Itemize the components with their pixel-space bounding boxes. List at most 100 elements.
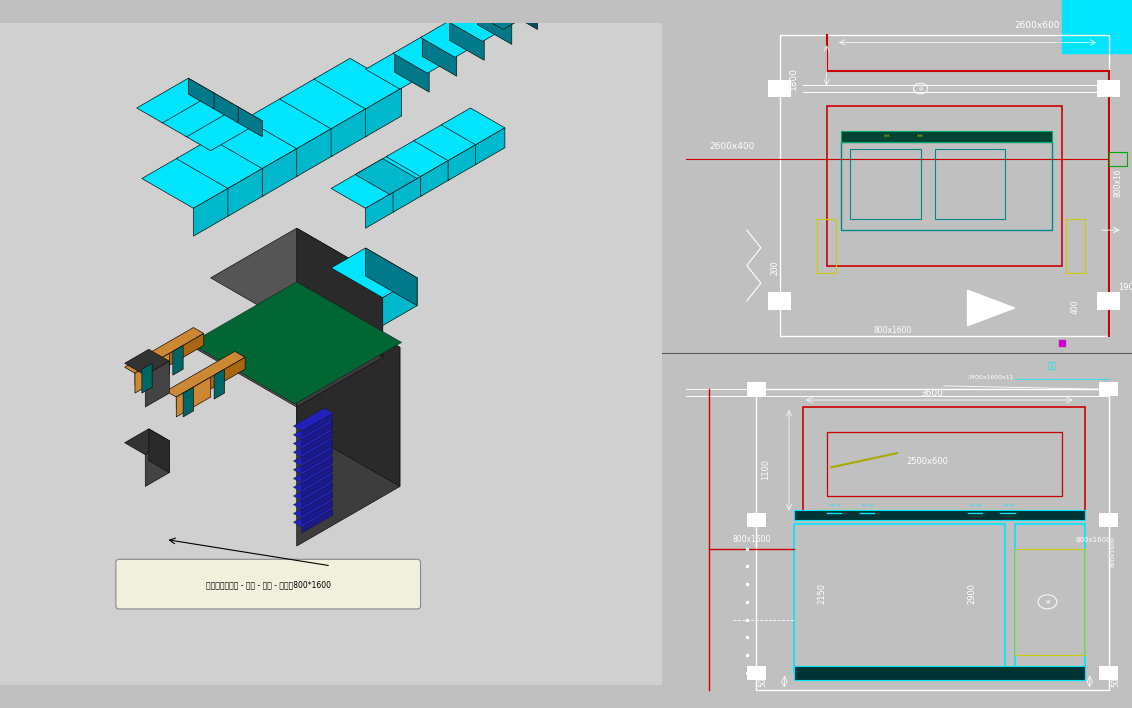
Polygon shape [366,248,417,306]
Polygon shape [194,287,400,407]
Text: 1100: 1100 [761,459,770,480]
Bar [1097,79,1121,98]
Text: 400: 400 [1071,299,1080,314]
Polygon shape [246,98,333,149]
Polygon shape [449,21,484,60]
Polygon shape [135,333,204,385]
Bar [767,79,791,98]
Polygon shape [366,88,402,137]
Bar [794,666,1084,680]
Bar [747,382,765,396]
Text: ** **: ** ** [829,504,840,509]
Polygon shape [413,124,478,161]
Text: 精简: 精简 [1047,361,1056,370]
Text: 3600: 3600 [920,389,944,399]
Polygon shape [177,138,264,188]
Bar [1108,152,1127,166]
Text: 800x1600: 800x1600 [874,326,912,335]
Polygon shape [366,52,429,89]
Polygon shape [183,387,194,417]
Text: 2900: 2900 [968,583,977,604]
Polygon shape [237,106,263,137]
Bar [1099,666,1118,680]
Polygon shape [142,363,152,393]
Text: **: ** [917,133,924,139]
Text: 2600x600: 2600x600 [1014,21,1060,30]
Bar [841,142,1052,230]
Polygon shape [302,509,333,533]
Polygon shape [188,78,214,109]
Polygon shape [302,422,333,446]
Polygon shape [135,353,170,393]
Polygon shape [297,348,400,546]
Text: 2150: 2150 [817,583,826,604]
Polygon shape [469,0,538,30]
Polygon shape [302,448,333,472]
Polygon shape [293,504,333,527]
Polygon shape [177,377,211,417]
Polygon shape [478,5,512,45]
Polygon shape [211,118,299,169]
FancyBboxPatch shape [115,559,420,609]
Polygon shape [228,168,264,216]
Polygon shape [213,92,238,123]
Polygon shape [173,346,183,375]
Text: 800x1600: 800x1600 [732,535,771,544]
Polygon shape [125,328,204,373]
Bar [747,666,765,680]
Polygon shape [331,108,367,156]
Bar [756,389,1108,690]
Polygon shape [314,58,402,109]
Polygon shape [142,158,230,208]
Bar [1014,549,1084,655]
Text: 800x16: 800x16 [1113,168,1122,197]
Bar [841,131,1052,142]
Polygon shape [302,413,333,437]
Polygon shape [393,176,422,212]
Bar [826,432,1062,496]
Polygon shape [302,474,333,498]
Polygon shape [355,159,417,195]
Text: 800x1600: 800x1600 [1075,537,1112,542]
Text: φ: φ [1045,599,1049,605]
Polygon shape [214,370,224,399]
Polygon shape [302,492,333,515]
Polygon shape [185,106,263,151]
Polygon shape [293,469,333,492]
Bar [747,513,765,527]
Text: ** **: ** ** [970,504,981,509]
Polygon shape [293,452,333,475]
Polygon shape [503,0,538,30]
Polygon shape [386,139,449,176]
Text: ** **: ** ** [1003,504,1014,509]
Polygon shape [421,21,484,57]
Polygon shape [302,501,333,525]
Polygon shape [393,37,456,73]
Text: 2600x400: 2600x400 [709,142,755,151]
Polygon shape [293,417,333,440]
Polygon shape [137,78,214,123]
Polygon shape [383,278,417,326]
Text: ** **: ** ** [861,504,874,509]
Polygon shape [359,156,422,193]
Polygon shape [475,128,505,164]
Polygon shape [297,287,400,486]
Polygon shape [125,429,170,455]
Polygon shape [293,426,333,448]
Bar [1066,219,1086,273]
Text: 1900: 1900 [1118,283,1132,292]
Text: 2500x600: 2500x600 [907,457,949,466]
Text: 1800: 1800 [789,67,798,91]
Polygon shape [148,429,170,472]
Bar [1014,524,1084,673]
Polygon shape [302,430,333,455]
Text: **: ** [884,133,891,139]
Polygon shape [293,496,333,518]
Polygon shape [293,409,333,431]
Polygon shape [331,248,417,297]
Polygon shape [297,278,383,407]
Polygon shape [297,228,383,358]
Bar [780,35,1108,336]
Polygon shape [280,78,367,129]
Polygon shape [125,349,170,375]
